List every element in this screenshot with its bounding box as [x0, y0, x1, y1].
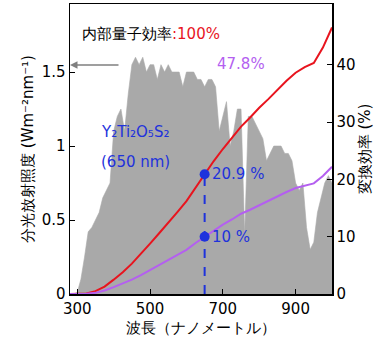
- svg-text:47.8%: 47.8%: [217, 55, 265, 73]
- svg-text:40: 40: [337, 56, 356, 74]
- svg-text:Y₂Ti₂O₅S₂: Y₂Ti₂O₅S₂: [101, 123, 169, 141]
- svg-text:10: 10: [337, 228, 356, 246]
- svg-text:0: 0: [56, 285, 66, 303]
- svg-text:900: 900: [281, 300, 310, 318]
- svg-text:300: 300: [63, 300, 92, 318]
- svg-text:20.9 %: 20.9 %: [212, 165, 264, 183]
- svg-text:1.5: 1.5: [42, 63, 66, 81]
- svg-text:内部量子効率:100%: 内部量子効率:100%: [82, 25, 220, 43]
- svg-text:30: 30: [337, 113, 356, 131]
- svg-text:20: 20: [337, 171, 356, 189]
- svg-text:0.5: 0.5: [42, 211, 66, 229]
- svg-text:変換効率 (%): 変換効率 (%): [356, 104, 374, 195]
- svg-text:分光放射照度 (Wm⁻²nm⁻¹): 分光放射照度 (Wm⁻²nm⁻¹): [19, 55, 37, 243]
- svg-text:波長（ナノメートル）: 波長（ナノメートル）: [126, 319, 276, 337]
- svg-text:500: 500: [136, 300, 165, 318]
- svg-text:700: 700: [209, 300, 238, 318]
- svg-text:10 %: 10 %: [212, 228, 250, 246]
- svg-text:1: 1: [56, 137, 66, 155]
- svg-text:0: 0: [337, 285, 347, 303]
- svg-text:(650 nm): (650 nm): [101, 153, 170, 171]
